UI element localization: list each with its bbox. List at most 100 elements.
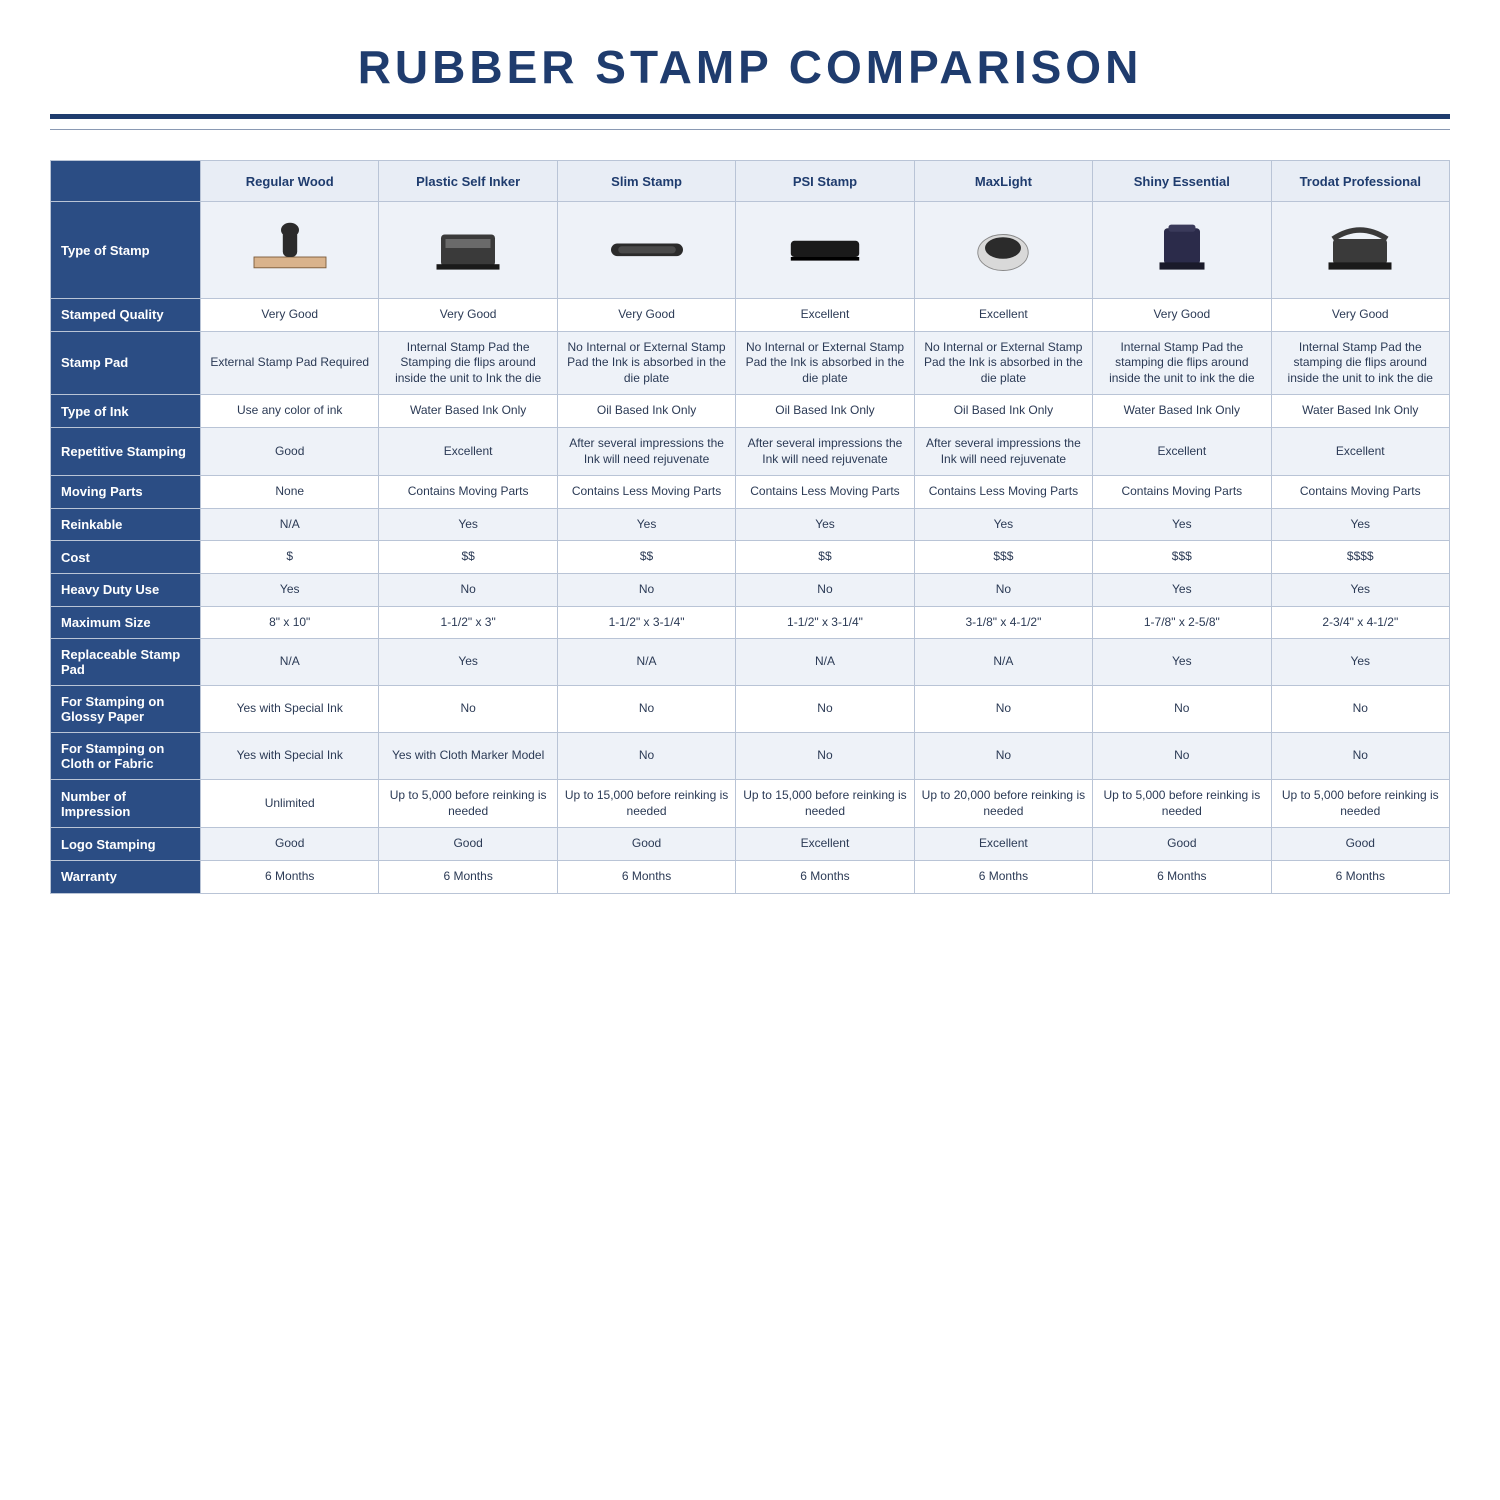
table-cell: 1-1/2" x 3" <box>379 606 557 639</box>
header-blank <box>51 161 201 202</box>
row-label: Cost <box>51 541 201 574</box>
table-cell: Contains Less Moving Parts <box>736 476 914 509</box>
row-label: Maximum Size <box>51 606 201 639</box>
table-row: Logo StampingGoodGoodGoodExcellentExcell… <box>51 828 1450 861</box>
table-cell: No <box>736 733 914 780</box>
table-cell: No <box>736 573 914 606</box>
table-cell: Yes <box>201 573 379 606</box>
table-cell: 2-3/4" x 4-1/2" <box>1271 606 1449 639</box>
table-cell <box>736 202 914 299</box>
table-cell: No Internal or External Stamp Pad the In… <box>557 331 735 395</box>
table-cell: No <box>557 733 735 780</box>
table-cell: External Stamp Pad Required <box>201 331 379 395</box>
psi-stamp-icon <box>780 267 870 281</box>
table-cell: Contains Less Moving Parts <box>914 476 1092 509</box>
table-cell: 6 Months <box>914 860 1092 893</box>
maxlight-stamp-icon <box>958 267 1048 281</box>
table-cell: Internal Stamp Pad the stamping die flip… <box>1093 331 1271 395</box>
table-cell: Yes with Cloth Marker Model <box>379 733 557 780</box>
table-cell: Up to 5,000 before reinking is needed <box>379 780 557 828</box>
table-cell <box>1271 202 1449 299</box>
table-cell: No <box>1093 733 1271 780</box>
table-cell: Up to 5,000 before reinking is needed <box>1271 780 1449 828</box>
table-cell: $$ <box>557 541 735 574</box>
table-cell: N/A <box>201 508 379 541</box>
row-label: Heavy Duty Use <box>51 573 201 606</box>
table-cell: $$$$ <box>1271 541 1449 574</box>
table-row: Type of InkUse any color of inkWater Bas… <box>51 395 1450 428</box>
table-cell: Water Based Ink Only <box>379 395 557 428</box>
table-cell: $ <box>201 541 379 574</box>
table-cell: No <box>1271 733 1449 780</box>
table-cell: Good <box>1271 828 1449 861</box>
table-cell: Yes <box>914 508 1092 541</box>
table-cell <box>201 202 379 299</box>
table-cell: After several impressions the Ink will n… <box>736 427 914 475</box>
column-header: Shiny Essential <box>1093 161 1271 202</box>
table-cell: Excellent <box>914 828 1092 861</box>
table-cell: Oil Based Ink Only <box>914 395 1092 428</box>
table-row: Type of Stamp <box>51 202 1450 299</box>
table-cell: Excellent <box>736 828 914 861</box>
table-cell: Yes <box>1093 573 1271 606</box>
table-row: Moving PartsNoneContains Moving PartsCon… <box>51 476 1450 509</box>
table-cell: Up to 20,000 before reinking is needed <box>914 780 1092 828</box>
table-row: Number of ImpressionUnlimitedUp to 5,000… <box>51 780 1450 828</box>
column-header: PSI Stamp <box>736 161 914 202</box>
table-cell: Water Based Ink Only <box>1271 395 1449 428</box>
trodat-professional-icon <box>1315 267 1405 281</box>
table-cell: $$ <box>736 541 914 574</box>
table-cell: Contains Moving Parts <box>1271 476 1449 509</box>
shiny-essential-icon <box>1137 267 1227 281</box>
table-cell: Good <box>201 427 379 475</box>
table-cell: Yes <box>1271 508 1449 541</box>
table-cell: Yes with Special Ink <box>201 733 379 780</box>
table-cell: Good <box>1093 828 1271 861</box>
table-cell: Yes <box>736 508 914 541</box>
page-container: RUBBER STAMP COMPARISON Regular Wood Pla… <box>0 0 1500 924</box>
table-cell: N/A <box>201 639 379 686</box>
table-cell: Excellent <box>1093 427 1271 475</box>
table-cell: Good <box>379 828 557 861</box>
table-row: For Stamping on Cloth or FabricYes with … <box>51 733 1450 780</box>
table-cell: No <box>1271 686 1449 733</box>
table-cell: Up to 15,000 before reinking is needed <box>736 780 914 828</box>
table-cell: 1-1/2" x 3-1/4" <box>557 606 735 639</box>
table-cell: Yes <box>557 508 735 541</box>
table-cell: Up to 15,000 before reinking is needed <box>557 780 735 828</box>
table-cell: $$$ <box>1093 541 1271 574</box>
table-cell: Yes <box>1093 639 1271 686</box>
comparison-table: Regular Wood Plastic Self Inker Slim Sta… <box>50 160 1450 894</box>
column-header: MaxLight <box>914 161 1092 202</box>
row-label: Stamp Pad <box>51 331 201 395</box>
table-cell: Internal Stamp Pad the stamping die flip… <box>1271 331 1449 395</box>
title-divider-thin <box>50 129 1450 130</box>
table-cell: Contains Moving Parts <box>379 476 557 509</box>
table-cell: $$ <box>379 541 557 574</box>
table-cell <box>1093 202 1271 299</box>
row-label: Type of Stamp <box>51 202 201 299</box>
plastic-self-inker-icon <box>423 267 513 281</box>
table-cell: 6 Months <box>736 860 914 893</box>
table-cell: No <box>379 573 557 606</box>
table-cell: 6 Months <box>1271 860 1449 893</box>
table-cell: Very Good <box>557 299 735 332</box>
table-cell: Oil Based Ink Only <box>736 395 914 428</box>
row-label: Repetitive Stamping <box>51 427 201 475</box>
table-cell: Excellent <box>379 427 557 475</box>
row-label: Type of Ink <box>51 395 201 428</box>
table-cell: No <box>379 686 557 733</box>
table-row: Repetitive StampingGoodExcellentAfter se… <box>51 427 1450 475</box>
title-block: RUBBER STAMP COMPARISON <box>50 40 1450 130</box>
table-cell: Excellent <box>1271 427 1449 475</box>
table-cell: No <box>914 686 1092 733</box>
table-cell: 3-1/8" x 4-1/2" <box>914 606 1092 639</box>
table-cell: Oil Based Ink Only <box>557 395 735 428</box>
title-divider-thick <box>50 114 1450 119</box>
page-title: RUBBER STAMP COMPARISON <box>50 40 1450 94</box>
row-label: Logo Stamping <box>51 828 201 861</box>
table-row: Stamp PadExternal Stamp Pad Required Inte… <box>51 331 1450 395</box>
table-row: Replaceable Stamp PadN/AYesN/AN/AN/AYesY… <box>51 639 1450 686</box>
table-cell: Yes <box>379 639 557 686</box>
slim-stamp-icon <box>602 267 692 281</box>
